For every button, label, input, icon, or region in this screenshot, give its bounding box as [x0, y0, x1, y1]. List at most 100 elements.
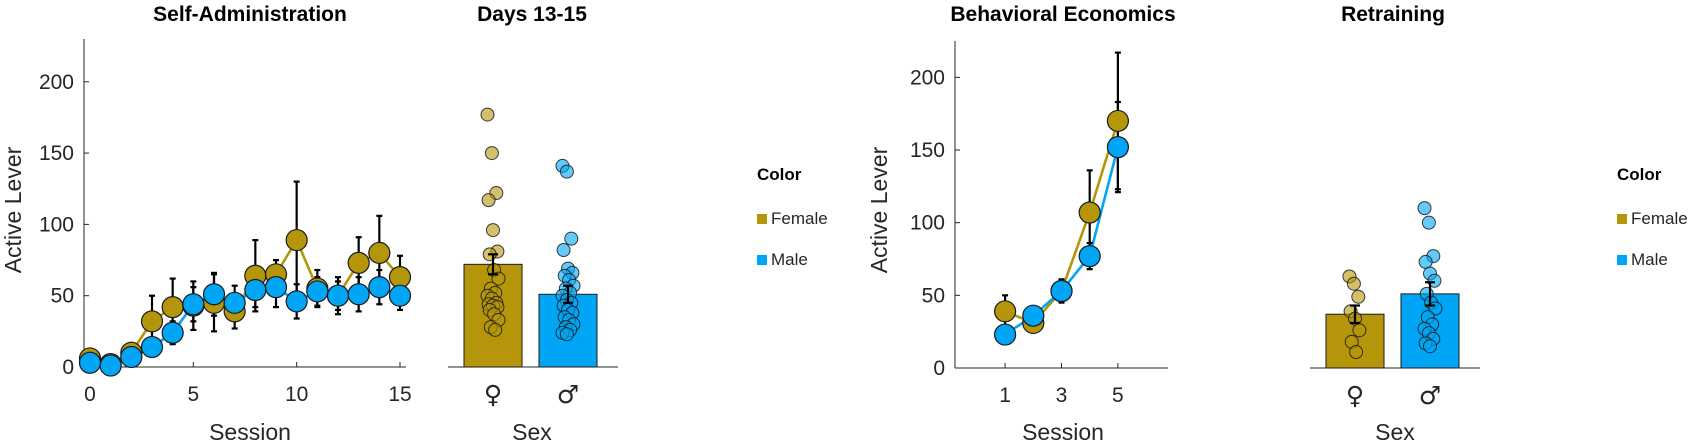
- days-13-15-female-point: [481, 193, 496, 208]
- retraining-axes: ♀ ♂: [1310, 363, 1480, 410]
- days-13-15-points: [480, 107, 581, 342]
- days-13-15-error-bars: [488, 253, 573, 304]
- self-administration-male-marker: [78, 351, 102, 374]
- self-administration-female-marker: [285, 228, 308, 252]
- retraining-female-point: [1352, 323, 1367, 338]
- self-administration-y-tick-label: 150: [39, 142, 74, 165]
- legend-left: Color Female Male: [757, 165, 828, 269]
- self-administration-xlabel: Session: [209, 419, 291, 444]
- self-administration-male-marker: [202, 283, 226, 306]
- self-administration-y-tick-label: 0: [62, 356, 74, 379]
- self-administration-markers: [78, 228, 412, 377]
- self-administration-male-marker: [285, 290, 308, 313]
- retraining-male-point: [1417, 201, 1432, 216]
- retraining-female-symbol: ♀: [1346, 381, 1364, 410]
- legend-right-male-label: Male: [1631, 250, 1668, 269]
- behavioral-economics-title: Behavioral Economics: [950, 3, 1175, 26]
- self-administration-x-tick-label: 15: [388, 383, 411, 406]
- behavioral-economics-male-marker: [1050, 279, 1073, 303]
- behavioral-economics-panel: Behavioral Economics 0 50 100 150 200 1 3 5 Ses…: [866, 3, 1176, 444]
- behavioral-economics-male-marker: [1022, 304, 1045, 327]
- legend-left-male-swatch: [757, 255, 767, 265]
- behavioral-economics-x-tick-label: 5: [1112, 384, 1124, 407]
- behavioral-economics-y-tick-label: 100: [910, 212, 945, 235]
- behavioral-economics-axes: 0 50 100 150 200 1 3 5: [910, 41, 1168, 407]
- retraining-error-bars: [1350, 281, 1435, 325]
- self-administration-y-tick-label: 200: [39, 71, 74, 94]
- self-administration-male-marker: [244, 278, 267, 302]
- retraining-male-point: [1427, 273, 1442, 288]
- days-13-15-female-point: [480, 107, 495, 122]
- legend-right-title: Color: [1617, 165, 1662, 184]
- days-13-15-panel: Days 13-15 ♀ ♂ Sex: [448, 3, 618, 444]
- self-administration-ylabel: Active Lever: [0, 146, 26, 273]
- self-administration-male-marker: [99, 354, 122, 377]
- self-administration-female-marker: [347, 251, 370, 274]
- retraining-male-symbol: ♂: [1419, 381, 1441, 410]
- self-administration-panel: Self-Administration 0 50 100 150 200 0 5 10 15 S…: [0, 3, 412, 444]
- retraining-male-point: [1423, 339, 1437, 354]
- legend-right-female-swatch: [1617, 214, 1627, 224]
- days-13-15-male-symbol: ♂: [557, 380, 579, 409]
- self-administration-male-marker: [347, 283, 370, 306]
- behavioral-economics-male-marker: [993, 323, 1017, 346]
- days-13-15-male-point: [564, 231, 579, 246]
- self-administration-male-marker: [264, 276, 288, 299]
- behavioral-economics-y-tick-label: 50: [922, 284, 945, 307]
- retraining-female-point: [1349, 345, 1364, 360]
- self-administration-x-tick-label: 10: [285, 383, 308, 406]
- days-13-15-male-point: [559, 164, 574, 179]
- self-administration-female-marker: [388, 266, 412, 289]
- legend-right-male-swatch: [1617, 255, 1627, 265]
- behavioral-economics-xlabel: Session: [1022, 419, 1104, 444]
- behavioral-economics-y-tick-label: 200: [910, 66, 945, 89]
- legend-left-female-label: Female: [771, 209, 828, 228]
- self-administration-female-marker: [368, 241, 391, 265]
- self-administration-x-tick-label: 0: [84, 383, 96, 406]
- self-administration-male-marker: [140, 335, 164, 359]
- days-13-15-female-point: [488, 322, 503, 337]
- behavioral-economics-x-tick-label: 3: [1056, 384, 1068, 407]
- days-13-15-axes: ♀ ♂: [448, 362, 618, 409]
- days-13-15-male-point: [556, 243, 571, 258]
- self-administration-female-marker: [161, 296, 184, 319]
- self-administration-y-tick-label: 50: [51, 285, 74, 308]
- legend-left-female-swatch: [757, 214, 767, 224]
- self-administration-male-marker: [306, 280, 329, 303]
- self-administration-male-marker: [182, 293, 205, 316]
- retraining-female-point: [1346, 276, 1361, 291]
- legend-left-title: Color: [757, 165, 802, 184]
- retraining-panel: Retraining ♀ ♂ Sex: [1310, 3, 1480, 444]
- behavioral-economics-male-marker: [1078, 244, 1101, 268]
- behavioral-economics-female-marker: [993, 300, 1017, 323]
- retraining-xlabel: Sex: [1375, 419, 1415, 444]
- behavioral-economics-female-marker: [1078, 201, 1101, 224]
- behavioral-economics-ylabel: Active Lever: [866, 146, 892, 273]
- days-13-15-female-point: [484, 146, 499, 161]
- retraining-title: Retraining: [1341, 3, 1445, 26]
- days-13-15-xlabel: Sex: [512, 419, 552, 444]
- legend-right-female-label: Female: [1631, 209, 1688, 228]
- days-13-15-female-point: [486, 223, 500, 238]
- self-administration-title: Self-Administration: [153, 3, 347, 26]
- self-administration-male-marker: [326, 284, 350, 307]
- days-13-15-female-symbol: ♀: [484, 380, 502, 409]
- behavioral-economics-y-tick-label: 0: [933, 357, 945, 380]
- behavioral-economics-y-tick-label: 150: [910, 139, 945, 162]
- behavioral-economics-markers: [993, 109, 1130, 346]
- retraining-male-point: [1418, 254, 1433, 269]
- retraining-points: [1342, 201, 1443, 360]
- self-administration-y-tick-label: 100: [39, 213, 74, 236]
- legend-right: Color Female Male: [1617, 165, 1688, 269]
- days-13-15-title: Days 13-15: [477, 3, 587, 26]
- self-administration-female-marker: [140, 310, 164, 333]
- self-administration-male-marker: [120, 345, 143, 369]
- retraining-male-point: [1421, 215, 1436, 230]
- self-administration-male-marker: [161, 321, 184, 344]
- behavioral-economics-female-marker: [1106, 109, 1130, 133]
- legend-left-male-label: Male: [771, 250, 808, 269]
- self-administration-axes: 0 50 100 150 200 0 5 10 15: [39, 39, 412, 406]
- retraining-female-point: [1351, 289, 1366, 304]
- self-administration-male-marker: [388, 284, 412, 307]
